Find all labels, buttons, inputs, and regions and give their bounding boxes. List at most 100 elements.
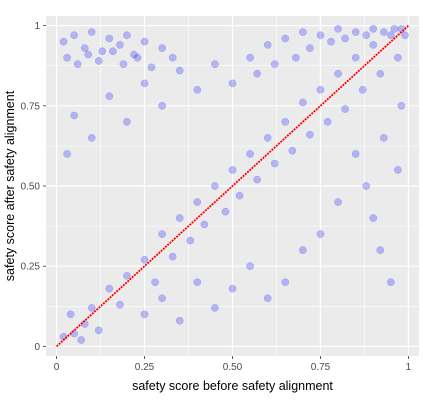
- scatter-point: [228, 79, 237, 88]
- scatter-point: [59, 37, 68, 46]
- y-tick-label: 0.75: [21, 101, 41, 112]
- scatter-point: [306, 44, 314, 52]
- y-tick-label: 0: [34, 342, 40, 353]
- scatter-point: [288, 146, 297, 155]
- scatter-point: [397, 101, 406, 110]
- scatter-point: [116, 300, 124, 309]
- scatter-point: [334, 198, 342, 206]
- scatter-point: [193, 278, 202, 287]
- scatter-point: [63, 53, 71, 62]
- scatter-point: [263, 41, 272, 49]
- x-tick-label: 0: [54, 362, 60, 373]
- scatter-point: [140, 79, 149, 88]
- scatter-point: [123, 117, 131, 126]
- scatter-point: [394, 53, 402, 62]
- scatter-point: [369, 24, 378, 33]
- scatter-point: [362, 31, 371, 40]
- scatter-point: [281, 34, 290, 43]
- scatter-point: [211, 60, 219, 68]
- scatter-point: [379, 134, 388, 142]
- scatter-point: [70, 31, 79, 40]
- scatter-point: [94, 326, 103, 335]
- scatter-point: [140, 310, 149, 319]
- scatter-point: [63, 150, 71, 158]
- scatter-point: [299, 98, 307, 107]
- scatter-point: [281, 117, 290, 126]
- scatter-point: [87, 134, 96, 142]
- scatter-point: [246, 150, 254, 158]
- scatter-point: [263, 134, 272, 142]
- scatter-point: [351, 150, 360, 158]
- scatter-point: [316, 85, 325, 94]
- scatter-point: [235, 191, 244, 200]
- scatter-point: [369, 41, 378, 49]
- scatter-point: [299, 246, 307, 255]
- x-tick-label: 0.50: [223, 362, 243, 373]
- scatter-point: [299, 28, 307, 36]
- scatter-point: [291, 53, 300, 62]
- y-tick-label: 0.50: [21, 182, 41, 193]
- scatter-point: [73, 60, 82, 68]
- scatter-point: [369, 214, 378, 222]
- scatter-point: [253, 175, 261, 184]
- scatter-point: [116, 41, 124, 49]
- scatter-point: [270, 60, 279, 68]
- scatter-point: [193, 198, 202, 206]
- reference-line-y-equals-x: [55, 24, 410, 348]
- scatter-point: [87, 304, 96, 312]
- scatter-point: [66, 310, 75, 319]
- scatter-point: [386, 278, 395, 287]
- scatter-point: [151, 278, 159, 287]
- scatter-point: [158, 294, 166, 303]
- scatter-point: [253, 69, 261, 78]
- y-axis-ticks: 0 0.25 0.50 0.75 1: [21, 21, 46, 353]
- scatter-point: [281, 278, 290, 287]
- x-axis-ticks: 0 0.25 0.50 0.75 1: [54, 356, 412, 373]
- scatter-point: [390, 24, 399, 33]
- scatter-point: [94, 57, 103, 65]
- x-tick-label: 0.25: [135, 362, 155, 373]
- scatter-point: [270, 159, 279, 168]
- scatter-point: [211, 182, 219, 190]
- scatter-point: [341, 105, 349, 113]
- x-tick-label: 1: [406, 362, 412, 373]
- scatter-point: [327, 37, 335, 46]
- scatter-point: [147, 63, 156, 72]
- scatter-point: [228, 284, 237, 293]
- scatter-point: [386, 31, 395, 40]
- scatter-point: [379, 28, 388, 36]
- scatter-point: [158, 230, 166, 238]
- scatter-point: [84, 50, 93, 59]
- scatter-point: [376, 69, 385, 78]
- scatter-point: [130, 50, 138, 59]
- scatter-point: [123, 271, 131, 280]
- scatter-point: [123, 31, 131, 40]
- scatter-point: [175, 214, 184, 222]
- scatter-point: [351, 28, 360, 36]
- y-tick-label: 1: [34, 21, 40, 32]
- scatter-point: [140, 255, 149, 264]
- scatter-point: [334, 24, 342, 33]
- y-axis-title: safety score after safety alignment: [3, 90, 17, 281]
- scatter-point: [158, 101, 166, 110]
- scatter-point: [140, 37, 149, 46]
- scatter-point: [362, 182, 371, 190]
- scatter-point: [323, 117, 332, 126]
- scatter-point: [133, 53, 142, 62]
- x-axis-title: safety score before safety alignment: [132, 379, 333, 393]
- scatter-point: [334, 69, 342, 78]
- scatter-point: [341, 34, 349, 43]
- scatter-point: [263, 294, 272, 303]
- scatter-point: [193, 85, 202, 94]
- y-tick-label: 0.25: [21, 262, 41, 273]
- scatter-point: [401, 31, 409, 40]
- scatter-point: [306, 130, 314, 139]
- scatter-point: [200, 220, 209, 229]
- scatter-point: [394, 166, 402, 174]
- scatter-point: [105, 92, 114, 101]
- x-tick-label: 0.75: [311, 362, 331, 373]
- scatter-point: [105, 284, 114, 293]
- scatter-point: [246, 262, 254, 271]
- scatter-point: [168, 252, 177, 261]
